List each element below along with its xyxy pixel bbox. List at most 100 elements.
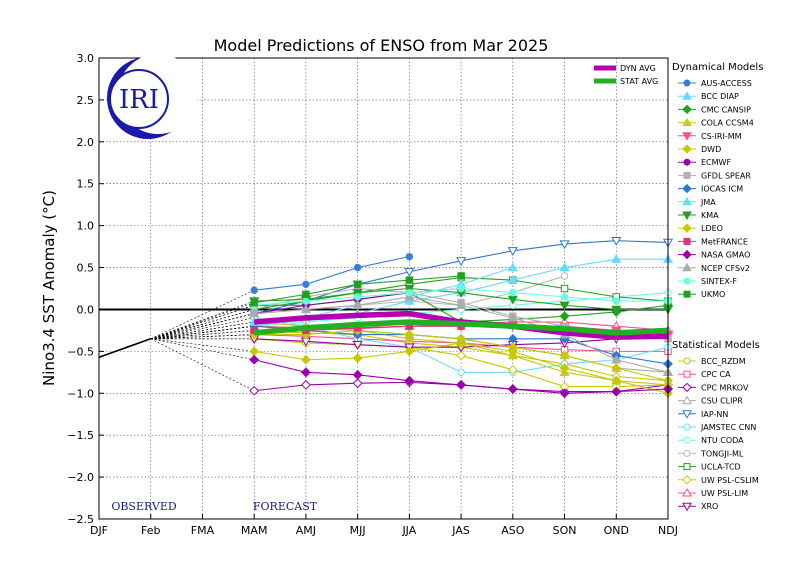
series-aus-access — [250, 252, 414, 294]
point-ldeo-7 — [611, 363, 622, 374]
x-tick-label-amj: AMJ — [296, 524, 316, 537]
point-ldeo-5 — [507, 342, 518, 353]
point-ukmo-3 — [405, 276, 414, 284]
legend-marker-csu-clipr — [682, 395, 692, 405]
iri-logo: IRI — [107, 54, 198, 139]
line-aus-access — [254, 256, 410, 291]
point-cpc-mrkov-2 — [352, 378, 363, 389]
point-ncep-cfsv2-5 — [507, 312, 518, 322]
legend-marker-uw-psl-lim — [682, 487, 692, 497]
legend-label-tongji-ml: TONGJI-ML — [700, 449, 744, 458]
legend-label-ntu-coda: NTU CODA — [701, 436, 744, 445]
series-ldeo — [249, 325, 673, 386]
point-dwd-2 — [352, 353, 363, 363]
y-tick-label-3: 1.5 — [77, 178, 95, 191]
fan-line-cpc-mrkov — [150, 338, 255, 392]
point-nasa-gmao-1 — [301, 367, 311, 378]
legend-label-cola-ccsm4: COLA CCSM4 — [701, 119, 754, 128]
point-sintex-f-4 — [457, 284, 465, 293]
logo-inner-ring — [109, 69, 169, 129]
legend-marker-metfrance — [683, 237, 691, 245]
point-jamstec-cnn-4 — [457, 368, 465, 377]
point-iap-nn-6 — [559, 240, 570, 250]
logo-text: IRI — [119, 85, 159, 115]
point-ldeo-4 — [456, 333, 466, 344]
y-tick-label-5: 0.5 — [77, 262, 95, 275]
avg-line-stat-avg — [253, 319, 669, 336]
legend-marker-gfdl-spear — [683, 171, 691, 179]
legend-marker-iocas-icm — [682, 183, 692, 194]
point-cpc-mrkov-0 — [249, 385, 260, 396]
legend-label-nasa-gmao: NASA GMAO — [701, 251, 750, 260]
fan-line-aus-access — [150, 289, 255, 340]
legend-marker-tongji-ml — [683, 449, 691, 457]
point-aus-access-1 — [302, 280, 310, 289]
series-ukmo — [250, 272, 465, 307]
y-tick-label-7: −0.5 — [67, 345, 94, 358]
legend-label-ncep-cfsv2: NCEP CFSv2 — [701, 264, 750, 273]
fan-line-ncep-cfsv2 — [150, 313, 255, 340]
point-ncep-cfsv2-2 — [352, 300, 363, 309]
point-sintex-f-5 — [509, 288, 517, 297]
point-iap-nn-3 — [404, 268, 415, 277]
legend-label-uw-psl-lim: UW PSL-LIM — [701, 489, 748, 498]
legend-marker-kma — [682, 211, 692, 221]
legend-marker-cmc-cansip — [682, 104, 692, 115]
legend-marker-ucla-tcd — [683, 463, 691, 471]
legend-label-dwd: DWD — [701, 145, 721, 154]
legend-label-gfdl-spear: GFDL SPEAR — [701, 171, 751, 180]
legend-marker-cpc-ca — [683, 370, 691, 378]
y-tick-label-8: −1.0 — [67, 387, 94, 400]
point-ldeo-6 — [559, 350, 570, 361]
legend-label-ldeo: LDEO — [701, 224, 723, 233]
point-dwd-6 — [559, 363, 570, 374]
point-dwd-1 — [301, 354, 311, 365]
point-iap-nn-7 — [611, 237, 622, 246]
series-nasa-gmao — [249, 354, 673, 399]
legend-label-iocas-icm: IOCAS ICM — [701, 185, 743, 194]
x-tick-label-mjj: MJJ — [350, 524, 366, 537]
point-aus-access-0 — [250, 286, 258, 294]
point-bcc-diap-6 — [559, 262, 570, 272]
point-cpc-mrkov-1 — [301, 379, 311, 390]
statistical-legend-heading: Statistical Models — [672, 340, 760, 351]
chart-title: Model Predictions of ENSO from Mar 2025 — [214, 36, 549, 55]
point-ldeo-3 — [404, 329, 415, 340]
x-tick-label-aso: ASO — [501, 524, 525, 537]
legend-marker-ukmo — [683, 290, 691, 298]
point-ukmo-2 — [353, 280, 362, 289]
point-uw-psl-cslim-5 — [507, 364, 518, 375]
legend-marker-aus-access — [683, 79, 691, 87]
fan-line-ldeo — [150, 334, 255, 340]
point-sintex-f-2 — [353, 293, 362, 301]
point-ukmo-1 — [302, 290, 310, 299]
point-dwd-0 — [249, 346, 260, 357]
legend-label-xro: XRO — [701, 502, 718, 511]
x-tick-label-djf: DJF — [90, 524, 108, 537]
legend-marker-ncep-cfsv2 — [682, 262, 692, 272]
point-uw-psl-cslim-4 — [456, 350, 466, 361]
fan-line-jamstec-cnn — [150, 317, 255, 340]
plot-frame — [98, 57, 669, 520]
point-bcc-diap-7 — [611, 253, 622, 263]
fan-line-dwd — [150, 338, 255, 352]
point-iap-nn-4 — [456, 257, 467, 267]
average-legend: DYN AVG STAT AVG — [594, 64, 658, 86]
x-tick-label-ndj: NDJ — [658, 524, 678, 537]
y-tick-label-2: 2.0 — [77, 136, 95, 149]
point-sintex-f-1 — [302, 297, 310, 305]
legend-label-cs-iri-mm: CS-IRI-MM — [701, 132, 742, 141]
fan-line-jma — [150, 321, 255, 340]
point-dwd-3 — [404, 346, 415, 357]
x-tick-label-feb: Feb — [141, 524, 160, 537]
x-tick-label-jja: JJA — [401, 524, 416, 537]
point-nasa-gmao-4 — [456, 379, 466, 390]
legend-marker-iap-nn — [682, 410, 692, 419]
point-iap-nn-5 — [507, 247, 518, 256]
y-tick-label-4: 1.0 — [77, 220, 95, 233]
fan-line-metfrance — [150, 330, 255, 340]
fan-line-gfdl-spear — [150, 309, 255, 340]
legend-label-ecmwf: ECMWF — [701, 158, 731, 167]
legend-marker-sintex-f — [683, 277, 691, 285]
legend-marker-jamstec-cnn — [683, 423, 691, 431]
